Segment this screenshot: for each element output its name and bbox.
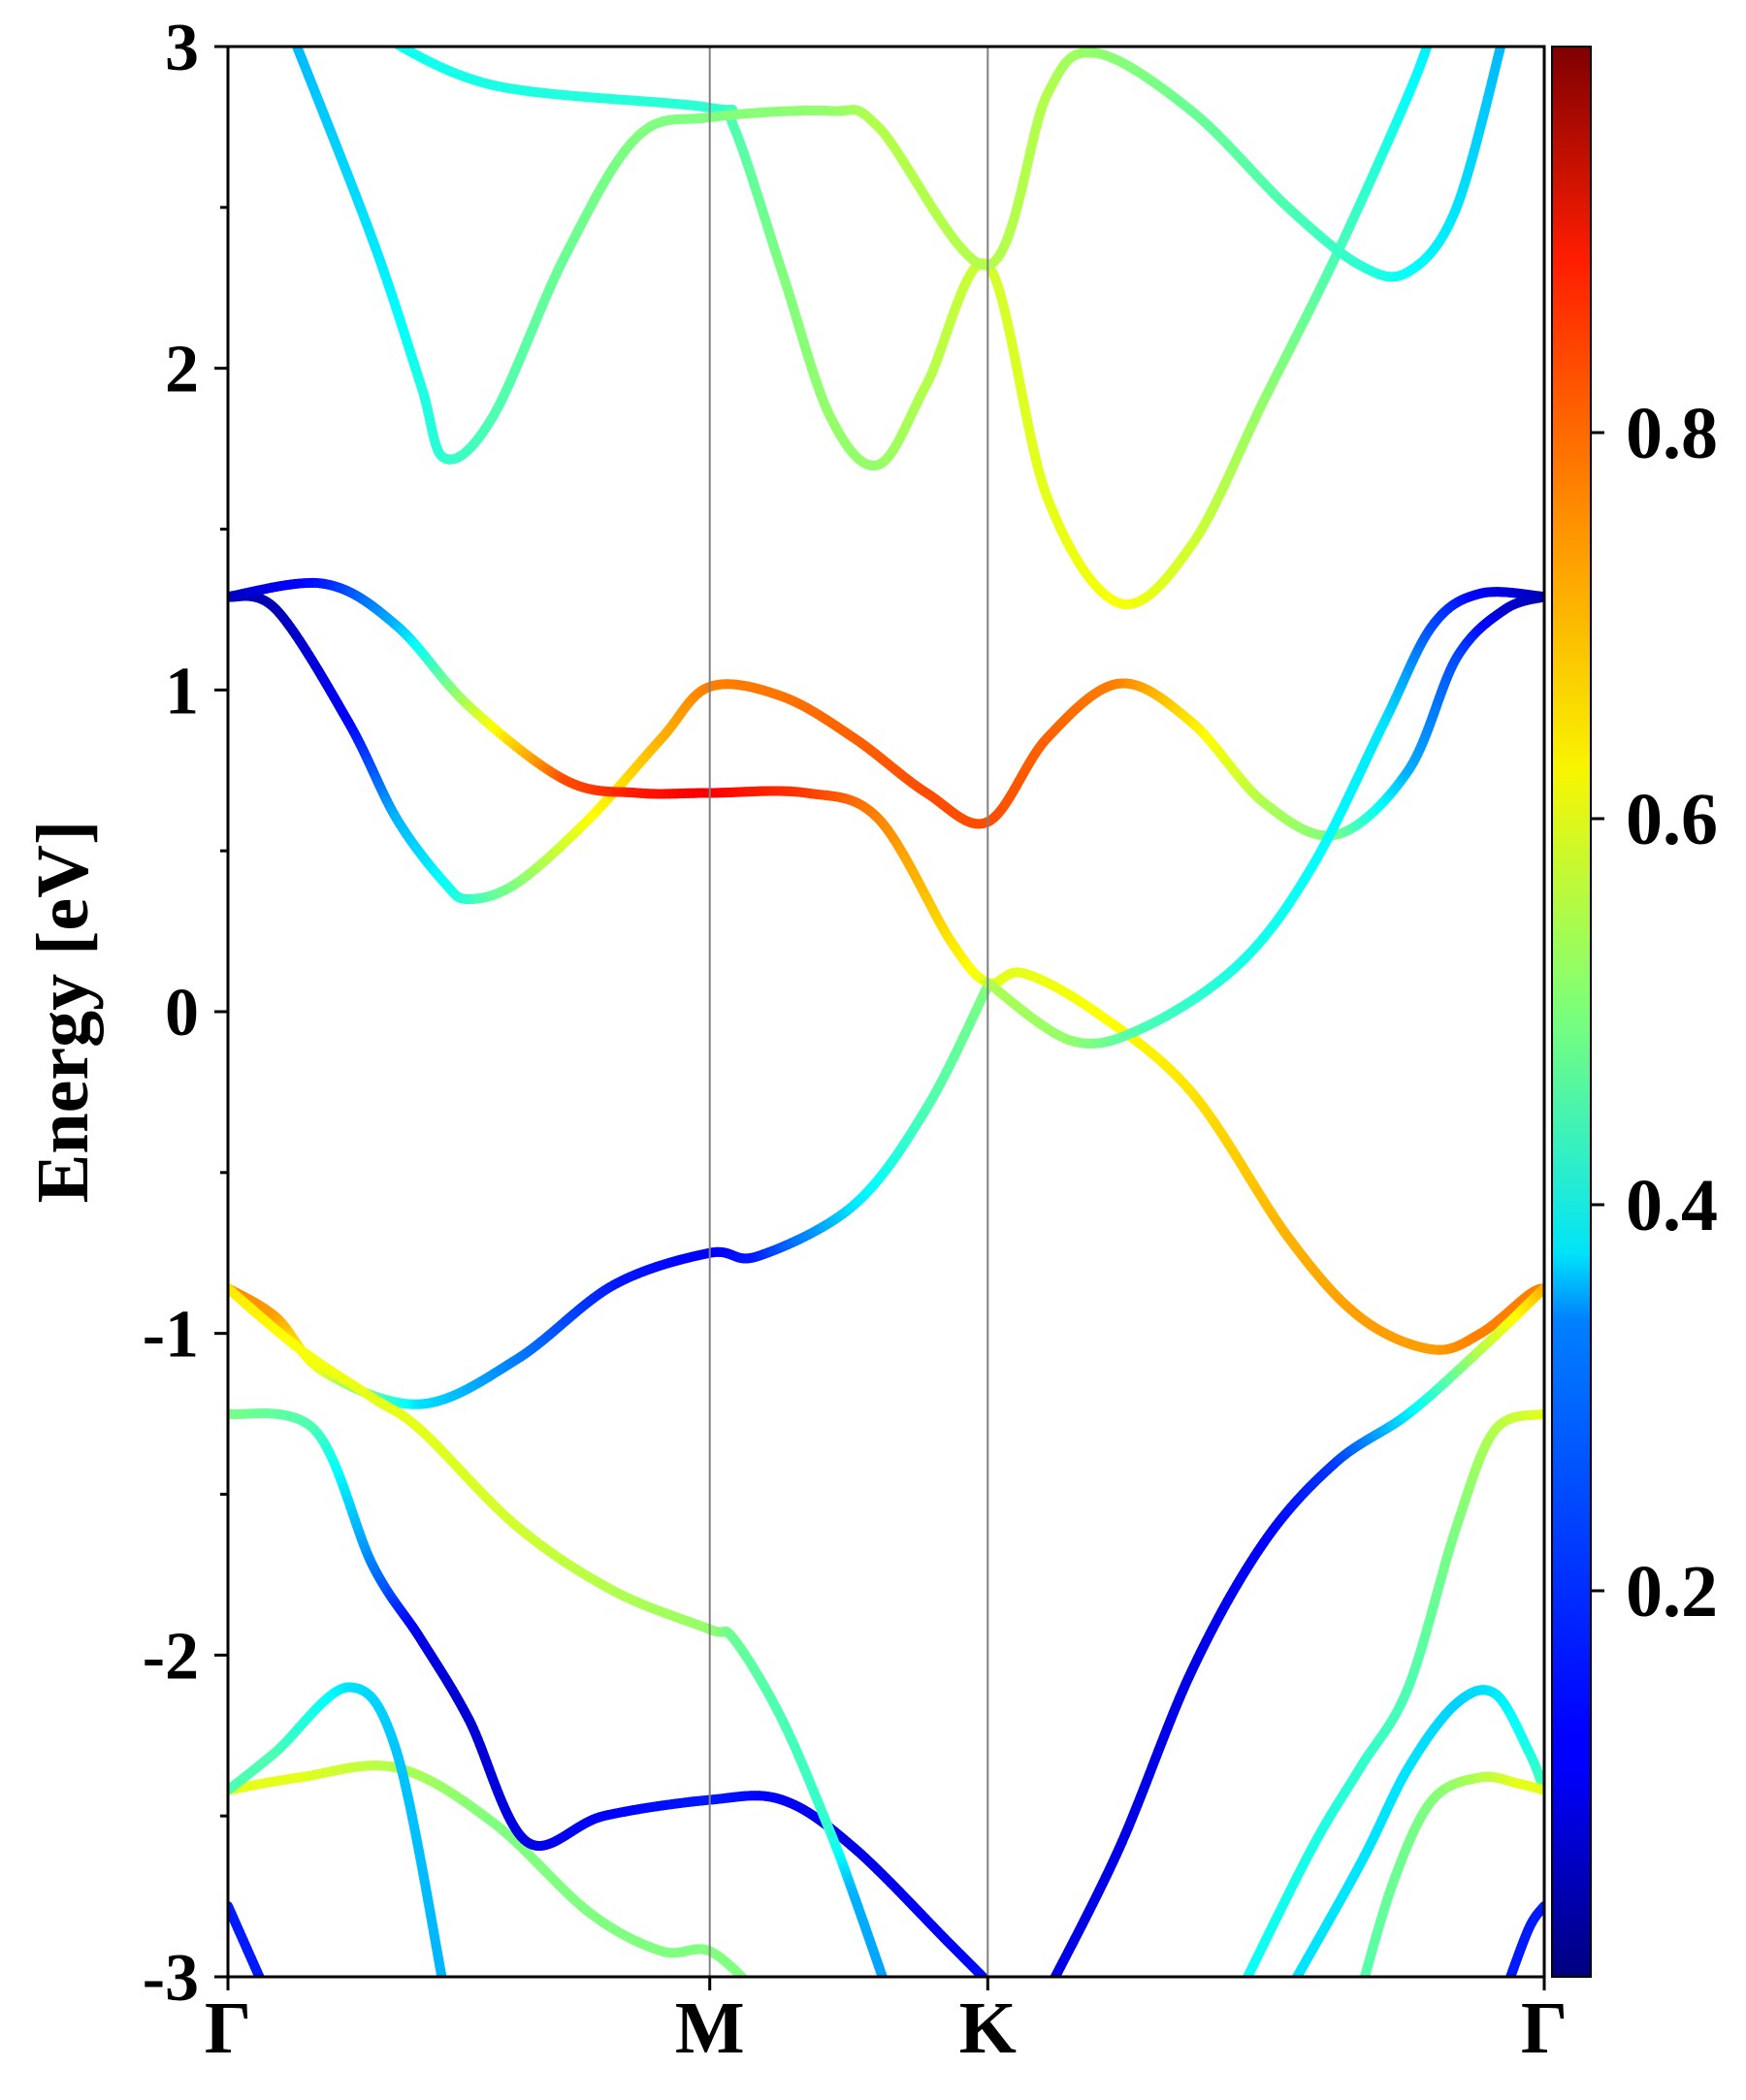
band-segment (378, 33, 381, 35)
band-segment (1294, 1979, 1296, 1983)
band-segment (1429, 38, 1430, 40)
y-tick-label: -1 (143, 1298, 199, 1373)
band-segment (266, 1990, 267, 1992)
colorbar-tick-label: 0.8 (1626, 393, 1718, 474)
y-axis-label: Energy [eV] (22, 821, 104, 1204)
y-tick-label: -2 (143, 1619, 199, 1694)
band-segment (372, 30, 375, 31)
band-line-16 (1504, 1906, 1544, 1993)
band-segment (293, 35, 295, 41)
band-line-1 (228, 1906, 267, 1993)
plot-frame (228, 47, 1544, 1977)
y-tick-label: -3 (143, 1941, 199, 2016)
band-segment (1242, 1986, 1244, 1989)
colorbar-axis: 0.2 0.4 0.6 0.8 (1591, 393, 1718, 1632)
band-line-5 (228, 985, 987, 1404)
band-segment (886, 1986, 887, 1988)
y-tick-label: 2 (165, 333, 199, 407)
x-tick-label: K (959, 1987, 1017, 2069)
band-segment (1432, 30, 1433, 31)
band-segment (1360, 1990, 1361, 1993)
colorbar-tick-label: 0.6 (1626, 779, 1718, 860)
band-segment (1430, 36, 1431, 38)
band-segment (1506, 1987, 1507, 1989)
band-segment (265, 1988, 266, 1991)
band-segment (1429, 40, 1430, 42)
colorbar (1552, 47, 1591, 1977)
band-segment (442, 1981, 443, 1987)
band-line-4 (228, 1413, 999, 1992)
y-tick-label: 0 (165, 976, 199, 1050)
band-segment (1507, 1983, 1508, 1986)
band-segment (392, 41, 396, 43)
band-segment (746, 1981, 748, 1983)
band-segment (262, 1983, 263, 1986)
band-segment (1363, 1981, 1364, 1985)
band-segment (263, 1986, 264, 1988)
x-tick-label: Γ (1521, 1987, 1568, 2069)
bands-group (228, 30, 1544, 1992)
band-segment (757, 1992, 758, 1993)
band-segment (743, 1979, 745, 1981)
band-segment (1503, 35, 1504, 40)
band-segment (1362, 1984, 1363, 1987)
y-tick-label: 1 (165, 654, 199, 728)
band-segment (1505, 1989, 1506, 1991)
band-segment (1289, 1987, 1291, 1990)
band-segment (1501, 40, 1502, 46)
band-line-7 (228, 596, 1544, 898)
band-segment (1288, 1990, 1290, 1993)
band-segment (1506, 1986, 1507, 1987)
band-segment (1244, 1982, 1245, 1987)
x-tick-label: Γ (205, 1987, 251, 2069)
colorbar-tick-label: 0.2 (1626, 1551, 1718, 1632)
band-line-9 (372, 30, 1433, 604)
band-segment (748, 1983, 750, 1985)
band-segment (885, 1982, 886, 1985)
colorbar-tick-label: 0.4 (1626, 1165, 1718, 1246)
band-segment (888, 1990, 889, 1992)
band-segment (989, 1984, 991, 1986)
band-segment (1051, 1982, 1052, 1986)
band-segment (883, 1979, 884, 1983)
band-segment (443, 1987, 444, 1993)
band-segment (753, 1987, 755, 1989)
y-axis: 3 2 1 0 -1 -2 -3 (143, 11, 228, 2016)
band-segment (388, 39, 392, 41)
band-segment (375, 32, 378, 34)
band-segment (756, 1990, 757, 1991)
band-segment (260, 1979, 262, 1983)
band-segment (1240, 1989, 1242, 1992)
x-tick-label: M (675, 1987, 745, 2069)
band-segment (749, 1985, 751, 1987)
band-segment (985, 1979, 986, 1981)
band-segment (384, 37, 388, 39)
band-segment (1047, 1989, 1049, 1992)
band-segment (1049, 1986, 1051, 1989)
band-segment (1431, 33, 1432, 35)
band-segment (1508, 1981, 1509, 1984)
band-line-10 (291, 30, 1505, 459)
band-line-14 (1288, 1690, 1544, 1992)
band-segment (381, 35, 384, 37)
band-segment (1504, 1991, 1505, 1993)
band-line-3 (228, 1688, 445, 1993)
band-segment (887, 1988, 888, 1991)
band-segment (1431, 35, 1432, 37)
band-segment (1432, 32, 1433, 33)
band-segment (1361, 1987, 1362, 1990)
band-line-8 (228, 583, 1544, 1350)
band-segment (751, 1987, 753, 1988)
band-segment (1428, 42, 1429, 44)
y-tick-label: 3 (165, 11, 199, 85)
band-segment (1291, 1983, 1293, 1987)
band-segment (291, 30, 293, 35)
band-segment (755, 1989, 756, 1990)
